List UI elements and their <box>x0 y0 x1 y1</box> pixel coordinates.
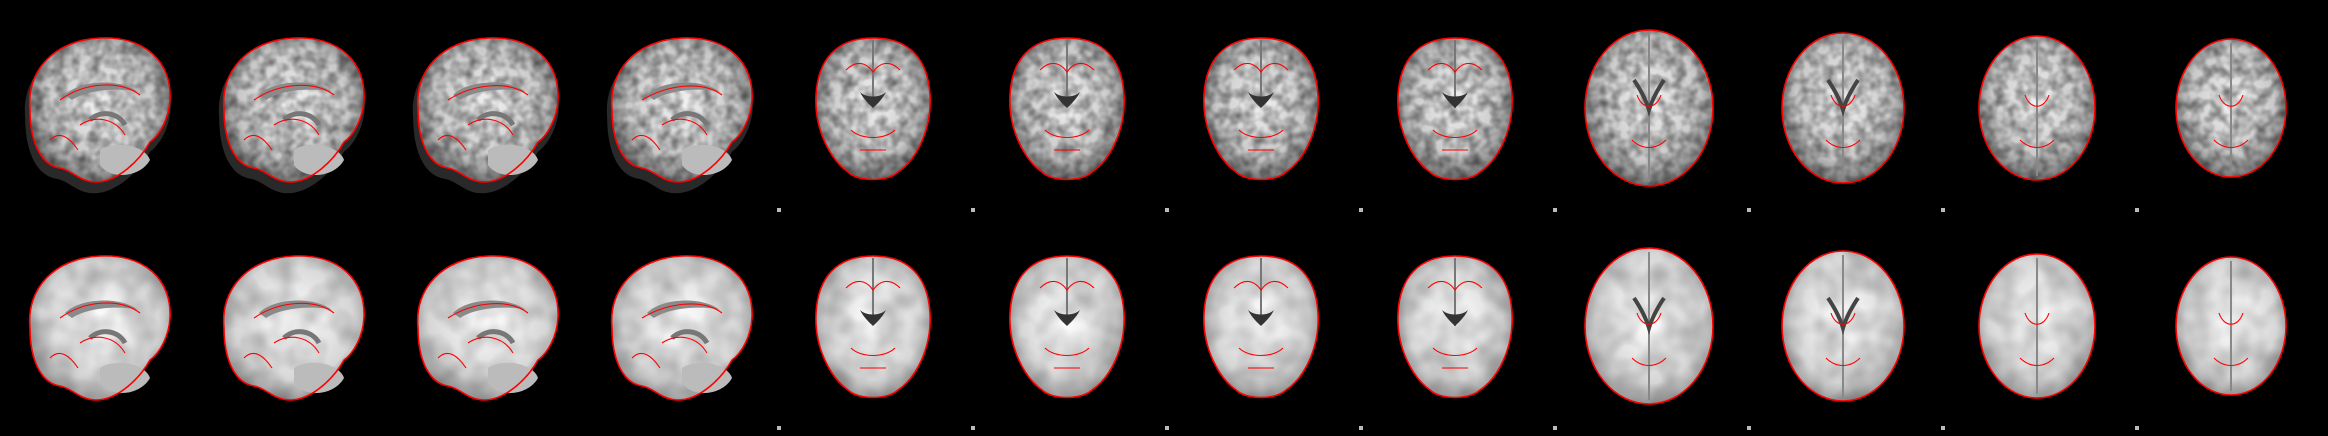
slice-marker <box>1553 208 1557 212</box>
slice-marker <box>2135 426 2139 430</box>
brain-slice-axial-4 <box>2134 0 2328 218</box>
slice-marker <box>1747 208 1751 212</box>
slice-image <box>1584 247 1714 405</box>
slice-image <box>1009 37 1125 181</box>
brain-slice-axial-4 <box>2134 218 2328 436</box>
slice-image <box>1397 255 1513 399</box>
slice-image <box>1978 35 2096 181</box>
brain-slice-axial-1 <box>1552 0 1746 218</box>
brain-slice-axial-1 <box>1552 218 1746 436</box>
brain-slice-axial-3 <box>1940 0 2134 218</box>
brain-slice-coronal-1 <box>776 0 970 218</box>
brain-slice-sagittal-4 <box>582 0 776 218</box>
slice-image <box>1781 32 1905 184</box>
slice-marker <box>1359 426 1363 430</box>
functional-row <box>0 0 2328 218</box>
slice-marker <box>1941 426 1945 430</box>
brain-slice-sagittal-3 <box>388 0 582 218</box>
slice-marker <box>2135 208 2139 212</box>
brain-slice-coronal-3 <box>1164 0 1358 218</box>
slice-marker <box>971 208 975 212</box>
brain-slice-coronal-3 <box>1164 218 1358 436</box>
slice-image <box>24 37 171 194</box>
slice-image <box>222 255 365 401</box>
slice-image <box>1203 37 1319 181</box>
slice-image <box>2175 38 2287 178</box>
brain-slice-coronal-2 <box>970 0 1164 218</box>
slice-marker <box>1747 426 1751 430</box>
slice-marker <box>1941 208 1945 212</box>
slice-image <box>2175 256 2287 396</box>
brain-slice-sagittal-1 <box>0 218 194 436</box>
slice-image <box>218 37 365 194</box>
slice-image <box>28 255 171 401</box>
slice-marker <box>1553 426 1557 430</box>
slice-marker <box>1359 208 1363 212</box>
brain-slice-axial-2 <box>1746 218 1940 436</box>
brain-slice-coronal-4 <box>1358 0 1552 218</box>
anatomical-row <box>0 218 2328 436</box>
slice-image <box>815 37 931 181</box>
slice-image <box>1203 255 1319 399</box>
slice-image <box>610 255 753 401</box>
slice-marker <box>777 426 781 430</box>
brain-slice-coronal-4 <box>1358 218 1552 436</box>
slice-image <box>1009 255 1125 399</box>
brain-slice-sagittal-4 <box>582 218 776 436</box>
slice-image <box>815 255 931 399</box>
slice-marker <box>1165 426 1169 430</box>
slice-image <box>1584 29 1714 187</box>
slice-marker <box>1165 208 1169 212</box>
brain-slice-axial-3 <box>1940 218 2134 436</box>
slice-marker <box>971 426 975 430</box>
slice-image <box>412 37 559 194</box>
brain-slice-coronal-2 <box>970 218 1164 436</box>
slice-image <box>606 37 753 194</box>
slice-image <box>1397 37 1513 181</box>
slice-marker <box>777 208 781 212</box>
brain-slice-sagittal-2 <box>194 218 388 436</box>
brain-slice-axial-2 <box>1746 0 1940 218</box>
slice-image <box>416 255 559 401</box>
brain-slice-sagittal-2 <box>194 0 388 218</box>
brain-slice-sagittal-1 <box>0 0 194 218</box>
brain-slice-coronal-1 <box>776 218 970 436</box>
slice-image <box>1978 253 2096 399</box>
brain-slice-sagittal-3 <box>388 218 582 436</box>
slice-image <box>1781 250 1905 402</box>
